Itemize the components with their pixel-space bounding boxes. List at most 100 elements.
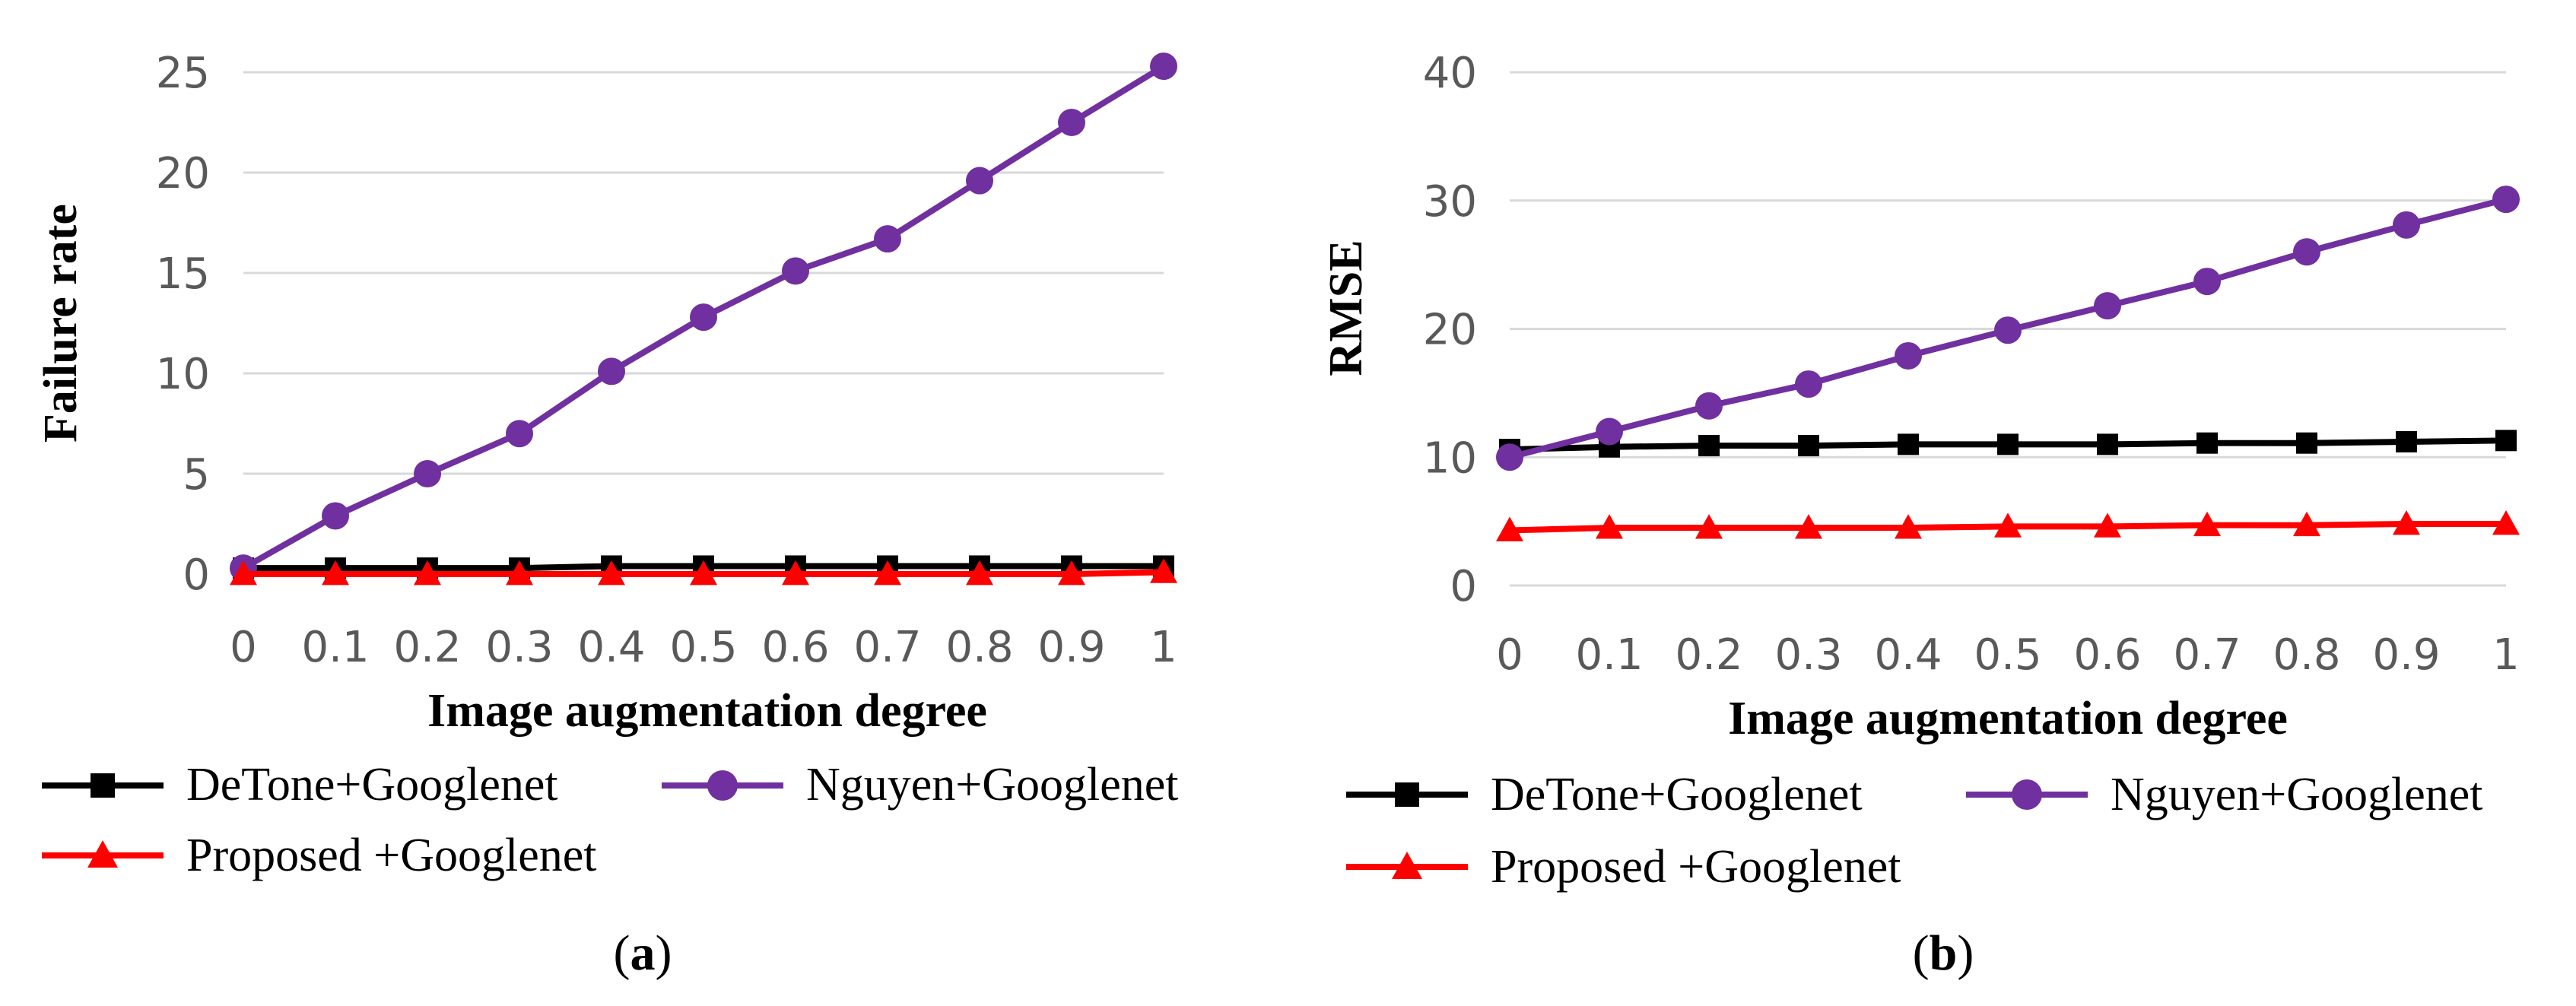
x-tick-label: 0.4 bbox=[1874, 630, 1942, 680]
panel-label-letter: a bbox=[631, 925, 656, 981]
data-point-triangle bbox=[414, 560, 441, 586]
data-point-square bbox=[1997, 433, 2019, 455]
x-axis-title: Image augmentation degree bbox=[1728, 693, 2288, 744]
x-tick-label: 0.9 bbox=[2372, 630, 2440, 680]
y-tick-label: 20 bbox=[156, 149, 210, 198]
y-tick-label: 30 bbox=[1423, 177, 1477, 227]
legend-marker-circle bbox=[707, 770, 738, 801]
x-tick-label: 0.3 bbox=[485, 623, 553, 672]
data-point-circle bbox=[1795, 370, 1822, 398]
legend-label: Nguyen+Googlenet bbox=[806, 759, 1179, 811]
panel-label-close-paren: ) bbox=[656, 925, 672, 981]
legend-marker-triangle bbox=[1392, 852, 1422, 879]
x-tick-label: 0.3 bbox=[1774, 630, 1842, 680]
data-point-triangle bbox=[2094, 513, 2121, 538]
data-point-triangle bbox=[2393, 510, 2420, 535]
legend-label: Proposed +Googlenet bbox=[186, 830, 597, 881]
data-point-triangle bbox=[1150, 558, 1177, 583]
panel-label: (a) bbox=[614, 925, 672, 981]
x-tick-label: 0.6 bbox=[2073, 630, 2141, 680]
data-point-triangle bbox=[1795, 514, 1822, 539]
data-point-triangle bbox=[2193, 511, 2221, 537]
data-point-triangle bbox=[874, 560, 901, 586]
data-point-circle bbox=[2094, 292, 2121, 320]
legend-label: DeTone+Googlenet bbox=[1491, 769, 1863, 820]
data-point-circle bbox=[322, 502, 349, 530]
data-point-circle bbox=[414, 460, 441, 487]
y-tick-label: 5 bbox=[183, 450, 210, 500]
panel-label: (b) bbox=[1913, 925, 1974, 981]
legend-item: Nguyen+Googlenet bbox=[1966, 769, 2483, 820]
data-point-circle bbox=[1695, 392, 1723, 420]
x-axis-title: Image augmentation degree bbox=[427, 685, 987, 737]
legend-item: Proposed +Googlenet bbox=[42, 830, 597, 881]
y-axis-title: Failure rate bbox=[35, 204, 87, 443]
x-tick-label: 1 bbox=[1150, 623, 1177, 672]
chart-panel-a: 0 5 10 15 20 25 0 0.1 0.2 0.3 0.4 0.5 0.6 0.7 0.8 0.9 1 I… bbox=[35, 49, 1179, 981]
x-tick-label: 0.6 bbox=[761, 623, 829, 672]
chart-panel-b: 0 10 20 30 40 0 0.1 0.2 0.3 0.4 0.5 0.6 0.7 0.8 0.9 1 Im… bbox=[1320, 49, 2520, 981]
legend-marker-triangle bbox=[87, 840, 118, 868]
x-tick-label: 0.5 bbox=[1974, 630, 2041, 680]
data-point-triangle bbox=[966, 560, 993, 586]
data-point-triangle bbox=[690, 560, 717, 586]
x-tick-label: 0.8 bbox=[945, 623, 1013, 672]
data-point-circle bbox=[782, 257, 809, 285]
y-tick-label: 0 bbox=[183, 551, 210, 600]
data-point-square bbox=[2097, 433, 2118, 455]
x-tick-label: 0.5 bbox=[669, 623, 737, 672]
data-point-triangle bbox=[230, 560, 257, 586]
data-point-triangle bbox=[1994, 513, 2022, 538]
legend-marker-square bbox=[1395, 782, 1419, 807]
x-tick-label: 1 bbox=[2492, 630, 2520, 680]
data-point-square bbox=[1898, 433, 1919, 455]
data-point-triangle bbox=[2492, 510, 2520, 535]
data-point-circle bbox=[2492, 186, 2520, 214]
data-point-circle bbox=[598, 357, 625, 386]
data-point-triangle bbox=[1596, 514, 1623, 539]
x-tick-label: 0 bbox=[1496, 630, 1523, 680]
data-point-circle bbox=[1058, 109, 1085, 136]
y-tick-label: 25 bbox=[156, 49, 210, 98]
legend-label: Proposed +Googlenet bbox=[1491, 841, 1901, 893]
data-point-circle bbox=[506, 420, 533, 448]
x-tick-label: 0.1 bbox=[1575, 630, 1643, 680]
data-point-circle bbox=[2293, 238, 2320, 266]
data-point-triangle bbox=[1695, 514, 1723, 539]
x-tick-label: 0.7 bbox=[2173, 630, 2241, 680]
legend-marker-square bbox=[91, 773, 115, 798]
y-tick-label: 15 bbox=[156, 249, 210, 299]
data-point-circle bbox=[1596, 417, 1623, 446]
data-point-square bbox=[2495, 430, 2517, 452]
data-point-triangle bbox=[782, 560, 809, 586]
data-point-triangle bbox=[2293, 511, 2320, 537]
data-point-triangle bbox=[506, 560, 533, 586]
data-point-circle bbox=[1994, 316, 2022, 344]
data-point-triangle bbox=[1496, 516, 1523, 541]
panel-label-open-paren: ( bbox=[614, 925, 631, 981]
data-point-circle bbox=[1150, 52, 1177, 81]
data-point-circle bbox=[2393, 211, 2420, 239]
data-point-circle bbox=[2193, 268, 2221, 296]
data-point-square bbox=[1698, 435, 1720, 457]
panel-label-close-paren: ) bbox=[1957, 925, 1974, 981]
y-tick-label: 40 bbox=[1423, 49, 1477, 98]
legend-item: DeTone+Googlenet bbox=[42, 759, 558, 811]
panel-label-open-paren: ( bbox=[1913, 925, 1930, 981]
data-point-circle bbox=[966, 167, 993, 195]
x-tick-label: 0.1 bbox=[301, 623, 369, 672]
y-tick-label: 0 bbox=[1450, 562, 1477, 611]
legend-label: DeTone+Googlenet bbox=[186, 759, 558, 811]
y-tick-label: 10 bbox=[156, 350, 210, 399]
data-point-triangle bbox=[598, 560, 625, 586]
data-point-circle bbox=[1895, 341, 1922, 370]
legend-marker-circle bbox=[2012, 779, 2042, 810]
data-point-square bbox=[2396, 431, 2417, 452]
data-point-square bbox=[2196, 432, 2218, 454]
legend-item: Nguyen+Googlenet bbox=[662, 759, 1179, 811]
data-point-square bbox=[1798, 435, 1819, 457]
data-point-triangle bbox=[1895, 514, 1922, 539]
data-point-triangle bbox=[322, 560, 349, 586]
data-point-circle bbox=[1496, 443, 1523, 471]
x-tick-label: 0.2 bbox=[393, 623, 461, 672]
